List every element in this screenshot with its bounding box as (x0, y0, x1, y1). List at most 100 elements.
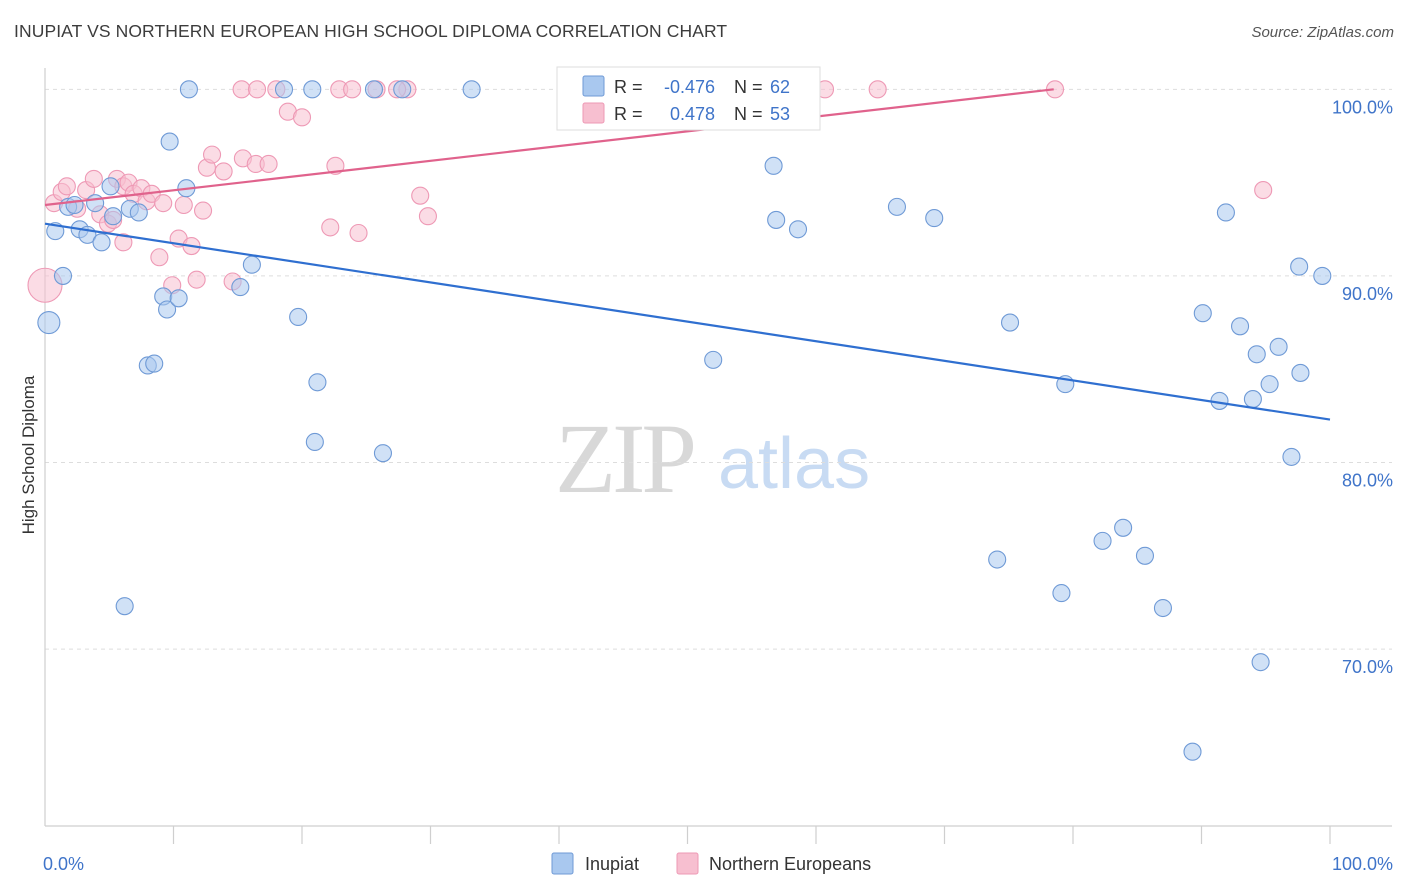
trend-line-northern-europeans (44, 88, 1054, 207)
bottom-legend-label-inupiat: Inupiat (585, 854, 639, 874)
legend-n-value-1: 62 (770, 77, 790, 97)
point-inupiat (308, 373, 327, 392)
point-inupiat (1269, 337, 1288, 356)
legend-r-value-1: -0.476 (664, 77, 715, 97)
point-inupiat (242, 255, 261, 274)
legend-box: R = -0.476 N = 62 R = 0.478 N = 53 (556, 66, 821, 131)
point-inupiat (101, 177, 120, 196)
point-inupiat (305, 432, 324, 452)
point-inupiat (1093, 531, 1112, 550)
point-inupiat (1000, 313, 1020, 332)
legend-r-label-2: R = (614, 104, 643, 124)
point-inupiat (788, 220, 808, 239)
point-inupiat (764, 156, 783, 175)
point-inupiat (1153, 598, 1172, 618)
x-tick-label-max: 100.0% (1332, 854, 1393, 874)
point-inupiat (462, 80, 481, 99)
legend-r-label-1: R = (614, 77, 643, 97)
point-inupiat (160, 132, 179, 151)
point-northern-europeans (292, 108, 312, 127)
point-inupiat (364, 80, 384, 99)
legend-swatch-northern-europeans (582, 102, 605, 124)
point-inupiat (1052, 584, 1071, 603)
point-inupiat (1282, 447, 1301, 466)
y-axis-label: High School Diploma (19, 375, 38, 534)
legend-n-label-1: N = (734, 77, 763, 97)
point-northern-europeans (343, 80, 362, 99)
point-northern-europeans (203, 145, 222, 164)
point-inupiat (1313, 266, 1332, 285)
point-inupiat (1291, 363, 1310, 382)
point-northern-europeans (232, 80, 251, 99)
y-tick-label: 100.0% (1332, 97, 1393, 117)
y-tick-labels: 70.0% 80.0% 90.0% 100.0% (1332, 97, 1393, 677)
point-northern-europeans (321, 218, 340, 237)
point-northern-europeans (411, 186, 430, 205)
bottom-legend: Inupiat Northern Europeans (551, 852, 871, 875)
point-inupiat (1193, 304, 1212, 323)
chart-source: Source: ZipAtlas.com (1251, 24, 1394, 41)
y-tick-label: 90.0% (1342, 284, 1393, 304)
point-northern-europeans (84, 169, 103, 188)
bottom-legend-swatch-inupiat (551, 852, 574, 875)
point-inupiat (1260, 375, 1279, 394)
x-tick-marks (172, 826, 1331, 844)
point-inupiat (767, 210, 786, 229)
point-inupiat (1114, 518, 1133, 537)
point-northern-europeans (194, 201, 213, 220)
point-northern-europeans (349, 223, 368, 243)
trend-line-inupiat (44, 222, 1331, 421)
legend-r-value-2: 0.478 (670, 104, 715, 124)
point-northern-europeans (214, 162, 233, 181)
point-inupiat (1135, 546, 1155, 565)
legend-n-value-2: 53 (770, 104, 790, 124)
point-inupiat (129, 203, 148, 222)
point-inupiat (1183, 742, 1202, 761)
point-inupiat (1251, 653, 1270, 672)
point-inupiat (115, 597, 134, 616)
point-northern-europeans (27, 267, 63, 303)
point-northern-europeans (247, 80, 267, 99)
bottom-legend-swatch-northern-europeans (676, 852, 699, 875)
point-inupiat (158, 300, 177, 319)
point-inupiat (1247, 345, 1266, 364)
point-inupiat (393, 80, 412, 99)
point-northern-europeans (174, 195, 193, 215)
point-inupiat (887, 197, 907, 216)
point-inupiat (1216, 203, 1235, 222)
point-inupiat (289, 307, 308, 327)
point-inupiat (37, 311, 61, 335)
point-inupiat (988, 550, 1007, 569)
point-inupiat (86, 194, 105, 213)
y-tick-label: 70.0% (1342, 657, 1393, 677)
point-inupiat (704, 350, 723, 369)
point-inupiat (1231, 317, 1250, 336)
point-inupiat (925, 209, 944, 228)
point-northern-europeans (326, 156, 345, 175)
point-northern-europeans (418, 207, 437, 226)
legend-swatch-inupiat (582, 75, 605, 97)
watermark-zip: ZIP (555, 403, 693, 514)
point-inupiat (169, 289, 188, 308)
point-northern-europeans (114, 233, 133, 252)
point-inupiat (65, 195, 84, 215)
point-inupiat (53, 266, 73, 285)
point-northern-europeans (259, 154, 278, 174)
point-inupiat (145, 354, 164, 373)
point-northern-europeans (187, 270, 206, 289)
point-inupiat (303, 80, 322, 99)
point-northern-europeans (1254, 181, 1273, 200)
point-inupiat (373, 444, 393, 463)
x-tick-label-min: 0.0% (43, 854, 84, 874)
y-tick-label: 80.0% (1342, 471, 1393, 491)
point-inupiat (1290, 257, 1309, 276)
point-inupiat (1243, 390, 1262, 409)
point-northern-europeans (154, 194, 173, 213)
point-northern-europeans (150, 248, 169, 267)
point-inupiat (104, 207, 123, 226)
point-northern-europeans (868, 80, 887, 99)
grid-lines (45, 88, 1392, 650)
series-inupiat (37, 80, 1332, 761)
bottom-legend-label-northern-europeans: Northern Europeans (709, 854, 871, 874)
